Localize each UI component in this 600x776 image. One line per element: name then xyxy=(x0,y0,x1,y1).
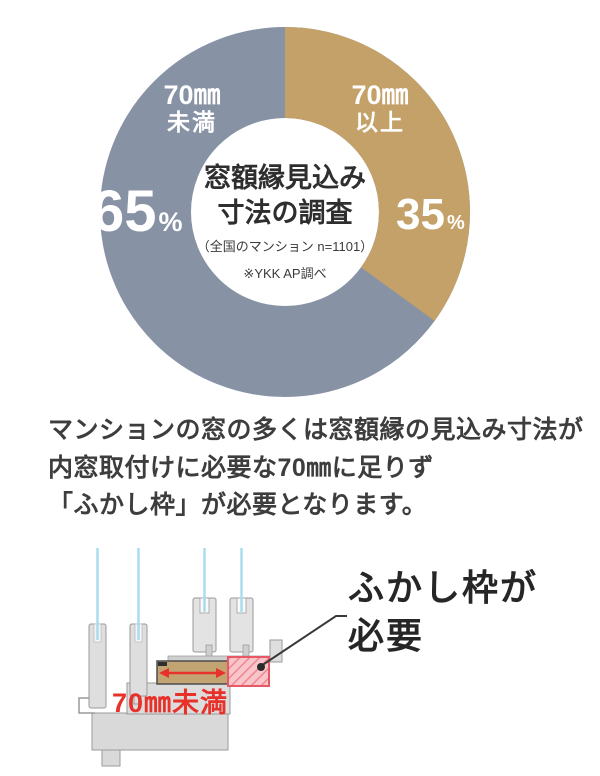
chart-subtitle: （全国のマンション n=1101） xyxy=(196,239,374,255)
segment-label-under70-line1: 70㎜ xyxy=(163,80,221,110)
dimension-arrow-right-head xyxy=(216,668,226,678)
chart-title-line2: 寸法の調査 xyxy=(217,197,353,228)
donut-chart: 70㎜ 未満 70㎜ 以上 65 % 35 % 窓額縁見込み 寸法の調査 （全国… xyxy=(92,27,470,397)
callout-label-line1: ふかし枠が xyxy=(348,567,539,608)
percentage-under70-unit: % xyxy=(158,207,183,237)
donut-segment-over70 xyxy=(100,27,470,397)
chart-center-text: 窓額縁見込み 寸法の調査 （全国のマンション n=1101） ※YKK AP調べ xyxy=(160,161,410,282)
dimension-arrow-left-head xyxy=(159,668,169,678)
callout-pointer-dot xyxy=(257,663,265,671)
description-line-1: マンションの窓の多くは窓額縁の見込み寸法が xyxy=(48,416,584,444)
percentage-under70: 65 % xyxy=(92,178,183,245)
callout-pointer-line xyxy=(260,615,347,667)
cross-section-svg xyxy=(78,548,347,767)
sill-bottom-step xyxy=(101,749,121,767)
segment-label-over70-line1: 70㎜ xyxy=(351,80,409,110)
description-line-3: 「ふかし枠」が必要となります。 xyxy=(48,491,428,519)
segment-label-over70-line2: 以上 xyxy=(355,109,405,136)
callout-label-line2: 必要 xyxy=(348,614,425,656)
frame-depth-bar-accent xyxy=(158,662,167,666)
chart-title-line1: 窓額縁見込み xyxy=(204,163,366,193)
description-text: マンションの窓の多くは窓額縁の見込み寸法が 内窓取付けに必要な70㎜に足りず 「… xyxy=(48,412,584,525)
segment-label-under70: 70㎜ 未満 xyxy=(132,80,252,136)
percentage-over70-value: 35 xyxy=(396,190,445,239)
description-line-2: 内窓取付けに必要な70㎜に足りず xyxy=(48,453,434,482)
percentage-over70-unit: % xyxy=(446,212,465,234)
dimension-label: 70㎜未満 xyxy=(112,688,229,718)
outer-sash-foot xyxy=(133,695,142,705)
segment-label-over70: 70㎜ 以上 xyxy=(320,80,440,136)
spacer-frame-highlight xyxy=(227,656,270,687)
callout-label: ふかし枠が 必要 xyxy=(348,564,538,660)
donut-chart-svg xyxy=(100,27,470,397)
sill-left-bracket xyxy=(78,697,95,714)
segment-label-under70-line2: 未満 xyxy=(167,109,217,136)
window-cross-section-diagram: 70㎜未満 ふかし枠が 必要 xyxy=(0,540,600,776)
percentage-under70-value: 65 xyxy=(92,179,157,244)
percentage-over70: 35 % xyxy=(396,190,465,240)
chart-source-note: ※YKK AP調べ xyxy=(243,266,327,282)
